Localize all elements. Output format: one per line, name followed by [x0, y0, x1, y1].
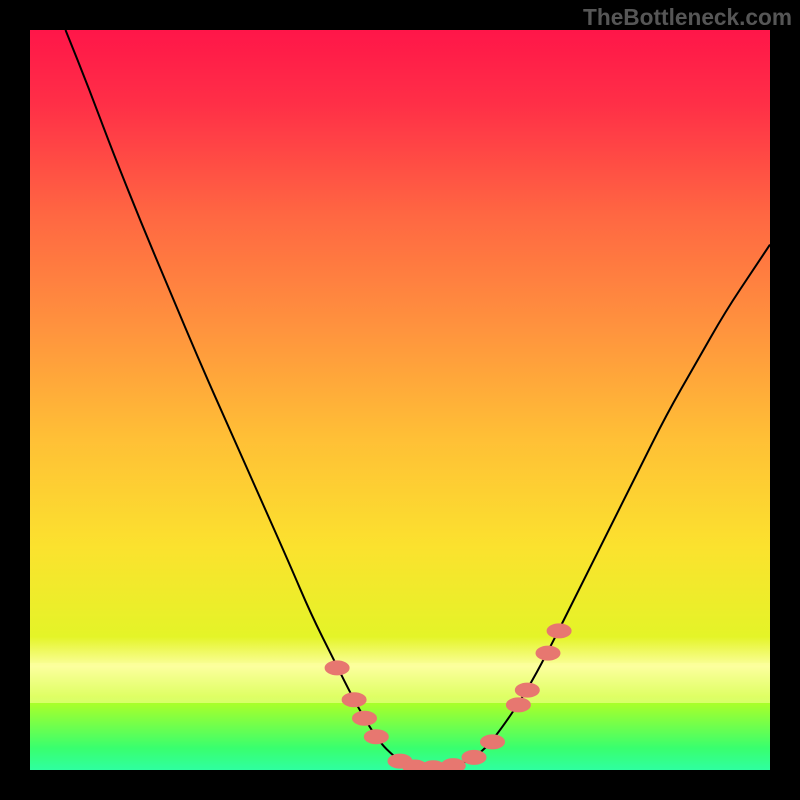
plot-area: [30, 30, 770, 770]
curve-marker: [364, 730, 388, 744]
curve-marker: [342, 693, 366, 707]
bottleneck-curve: [66, 30, 771, 768]
chart-frame: { "canvas": { "width": 800, "height": 80…: [0, 0, 800, 800]
curve-layer: [30, 30, 770, 770]
curve-marker: [481, 735, 505, 749]
curve-marker: [325, 661, 349, 675]
curve-marker: [506, 698, 530, 712]
watermark-text: TheBottleneck.com: [583, 4, 792, 31]
curve-marker: [536, 646, 560, 660]
curve-marker: [462, 750, 486, 764]
curve-marker: [353, 711, 377, 725]
curve-marker: [547, 624, 571, 638]
curve-marker: [441, 759, 465, 770]
curve-marker: [515, 683, 539, 697]
curve-markers: [325, 624, 571, 770]
